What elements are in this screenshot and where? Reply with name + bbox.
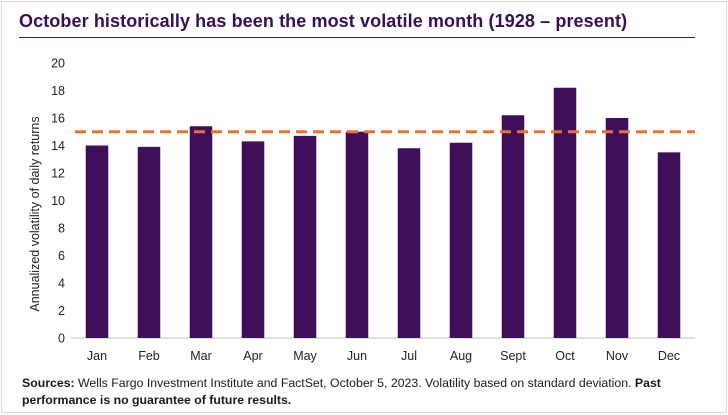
bar-aug [449,142,473,338]
bar-jun [345,131,369,338]
y-tick-label: 18 [51,84,65,98]
chart-footer: Sources: Wells Fargo Investment Institut… [22,375,712,409]
x-tick-label: Jul [401,349,417,363]
x-axis: Jan Feb Mar Apr May Jun Jul Aug Sept Oct Nov Dec [87,349,680,363]
x-tick-label: Feb [138,349,160,363]
x-tick-label: Aug [450,349,472,363]
sources-text: Wells Fargo Investment Institute and Fac… [78,376,632,390]
x-tick-label: Nov [606,349,629,363]
y-tick-label: 6 [58,249,65,263]
sources-label: Sources: [22,376,75,390]
x-tick-label: Dec [658,349,680,363]
bar-oct [553,87,577,338]
x-tick-label: Jan [87,349,107,363]
x-tick-label: Mar [190,349,212,363]
y-axis-label: Annualized volatility of daily returns [28,116,42,311]
bar-jan [85,145,109,338]
y-tick-label: 4 [58,277,65,291]
x-tick-label: May [293,349,317,363]
x-tick-label: Sept [500,349,526,363]
bar-sept [501,115,525,338]
bar-mar [189,126,213,338]
y-tick-label: 12 [51,167,65,181]
y-tick-label: 2 [58,304,65,318]
bar-may [293,135,317,338]
bar-feb [137,146,161,338]
bar-chart: 0 2 4 6 8 10 12 14 16 18 20 Annualized volatility … [28,57,695,363]
x-tick-label: Apr [243,349,262,363]
x-tick-label: Oct [555,349,575,363]
y-tick-label: 0 [58,332,65,346]
bar-apr [241,141,265,338]
bar-nov [605,118,629,338]
bar-dec [657,152,681,338]
x-tick-label: Jun [347,349,367,363]
y-tick-label: 8 [58,222,65,236]
y-tick-label: 10 [51,194,65,208]
title-divider [19,37,695,38]
y-tick-label: 20 [51,57,65,71]
y-axis: 0 2 4 6 8 10 12 14 16 18 20 [51,57,65,346]
y-tick-label: 16 [51,112,65,126]
bar-jul [397,148,421,338]
bars [85,87,681,338]
chart-title: October historically has been the most v… [19,11,628,31]
y-tick-label: 14 [51,139,65,153]
past-performance-disclaimer: Past performance is no guarantee of futu… [22,376,661,407]
